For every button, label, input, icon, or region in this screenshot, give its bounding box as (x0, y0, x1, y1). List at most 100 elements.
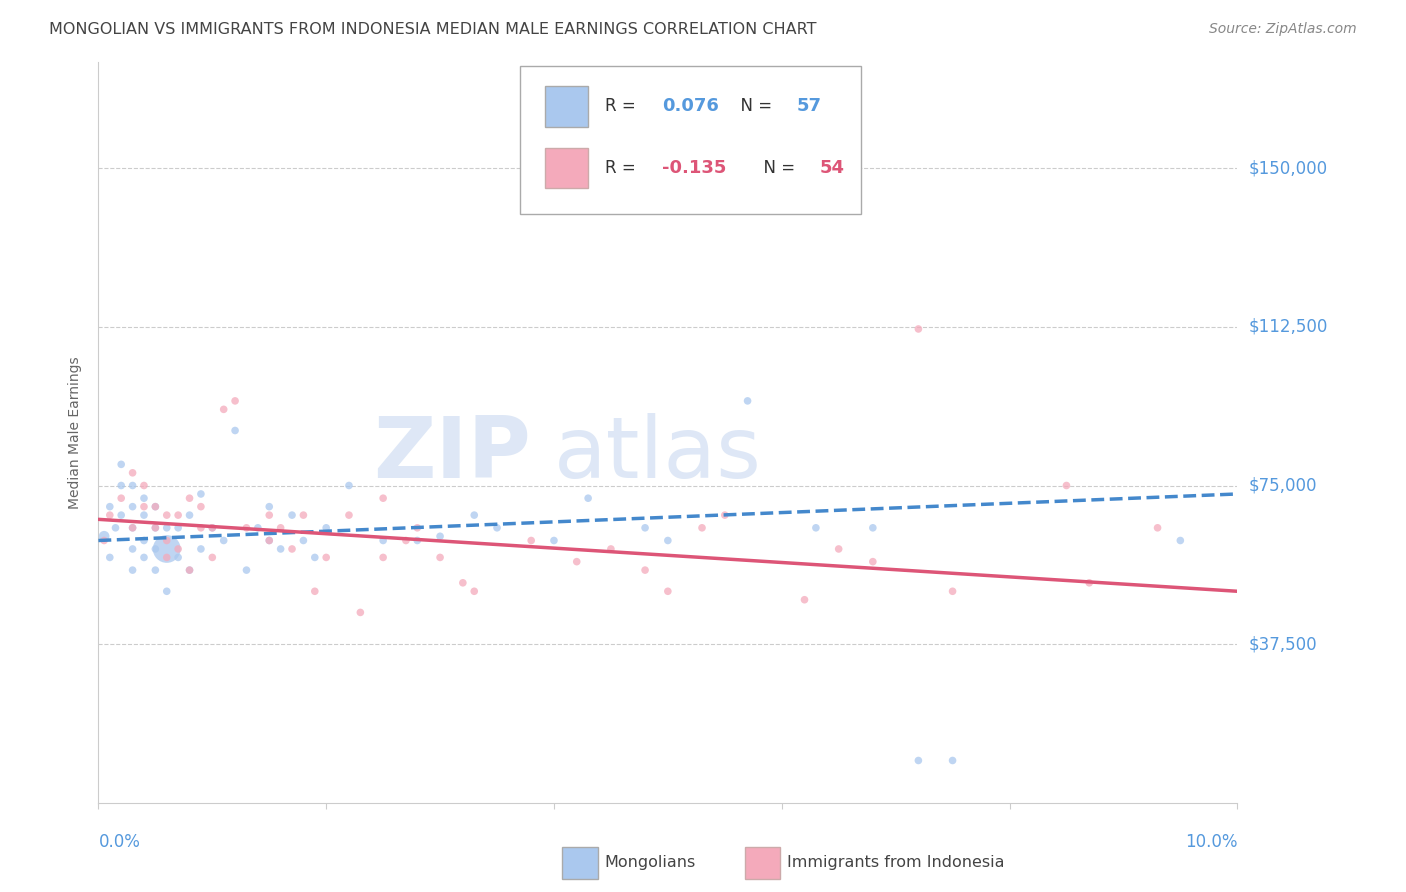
Y-axis label: Median Male Earnings: Median Male Earnings (69, 356, 83, 509)
Point (179, 563, 201, 577)
Point (862, 521, 884, 535)
Point (862, 555, 884, 569)
Point (634, 563, 657, 577)
Text: Source: ZipAtlas.com: Source: ZipAtlas.com (1209, 22, 1357, 37)
Point (315, 550, 337, 565)
Point (167, 521, 190, 535)
Point (121, 521, 143, 535)
Point (907, 322, 929, 336)
Point (270, 521, 292, 535)
Point (212, 533, 235, 548)
Point (132, 478, 155, 492)
Text: atlas: atlas (554, 413, 762, 496)
Point (714, 508, 737, 522)
Point (600, 541, 623, 556)
Point (304, 550, 326, 565)
Point (121, 478, 143, 492)
Text: 57: 57 (797, 97, 821, 115)
Text: ZIP: ZIP (374, 413, 531, 496)
Point (451, 575, 474, 590)
Point (520, 533, 543, 548)
Text: -0.135: -0.135 (662, 160, 727, 178)
Point (373, 533, 395, 548)
Point (98, 508, 121, 522)
Text: R =: R = (605, 97, 641, 115)
Text: 54: 54 (820, 160, 845, 178)
Point (1078, 575, 1101, 590)
Point (429, 529, 451, 543)
Point (395, 533, 418, 548)
Point (224, 424, 246, 438)
Point (145, 500, 167, 514)
FancyBboxPatch shape (520, 66, 862, 214)
Point (349, 606, 371, 620)
Point (156, 508, 179, 522)
Point (132, 550, 155, 565)
Bar (546, 147, 588, 188)
Point (942, 754, 965, 768)
Text: MONGOLIAN VS IMMIGRANTS FROM INDONESIA MEDIAN MALE EARNINGS CORRELATION CHART: MONGOLIAN VS IMMIGRANTS FROM INDONESIA M… (49, 22, 817, 37)
Point (145, 521, 167, 535)
Point (145, 563, 167, 577)
Point (110, 458, 132, 472)
Point (292, 508, 315, 522)
Point (132, 533, 155, 548)
Point (93, 529, 115, 543)
Text: 10.0%: 10.0% (1185, 833, 1237, 851)
Point (828, 541, 851, 556)
Point (235, 521, 257, 535)
Point (315, 521, 337, 535)
Point (486, 521, 509, 535)
Text: Mongolians: Mongolians (605, 855, 696, 870)
Point (259, 508, 281, 522)
Point (190, 521, 212, 535)
Text: $150,000: $150,000 (1249, 159, 1327, 178)
Point (179, 508, 201, 522)
Point (179, 563, 201, 577)
Point (121, 521, 143, 535)
Point (167, 508, 190, 522)
Point (259, 500, 281, 514)
Point (98, 550, 121, 565)
Point (942, 584, 965, 599)
Point (190, 500, 212, 514)
Bar (546, 87, 588, 127)
Point (167, 550, 190, 565)
Point (429, 550, 451, 565)
Point (121, 563, 143, 577)
Text: $37,500: $37,500 (1249, 635, 1317, 653)
Point (373, 550, 395, 565)
Point (98, 500, 121, 514)
Point (737, 393, 759, 408)
Point (93, 533, 115, 548)
Point (576, 491, 599, 506)
Point (201, 550, 224, 565)
Point (224, 393, 246, 408)
Point (657, 584, 679, 599)
Point (281, 508, 304, 522)
Point (132, 491, 155, 506)
Point (145, 500, 167, 514)
Point (201, 521, 224, 535)
Point (110, 478, 132, 492)
Text: N =: N = (731, 97, 778, 115)
Text: $112,500: $112,500 (1249, 318, 1327, 336)
Point (246, 521, 269, 535)
Point (235, 563, 257, 577)
Point (110, 491, 132, 506)
Point (565, 555, 588, 569)
Point (132, 508, 155, 522)
Point (406, 533, 429, 548)
Point (793, 592, 815, 607)
Point (463, 508, 485, 522)
Point (121, 541, 143, 556)
Point (1056, 478, 1078, 492)
Point (190, 541, 212, 556)
Point (690, 521, 713, 535)
Point (212, 402, 235, 417)
Point (121, 466, 143, 480)
Point (132, 500, 155, 514)
Point (104, 521, 127, 535)
Point (201, 521, 224, 535)
Point (190, 487, 212, 501)
